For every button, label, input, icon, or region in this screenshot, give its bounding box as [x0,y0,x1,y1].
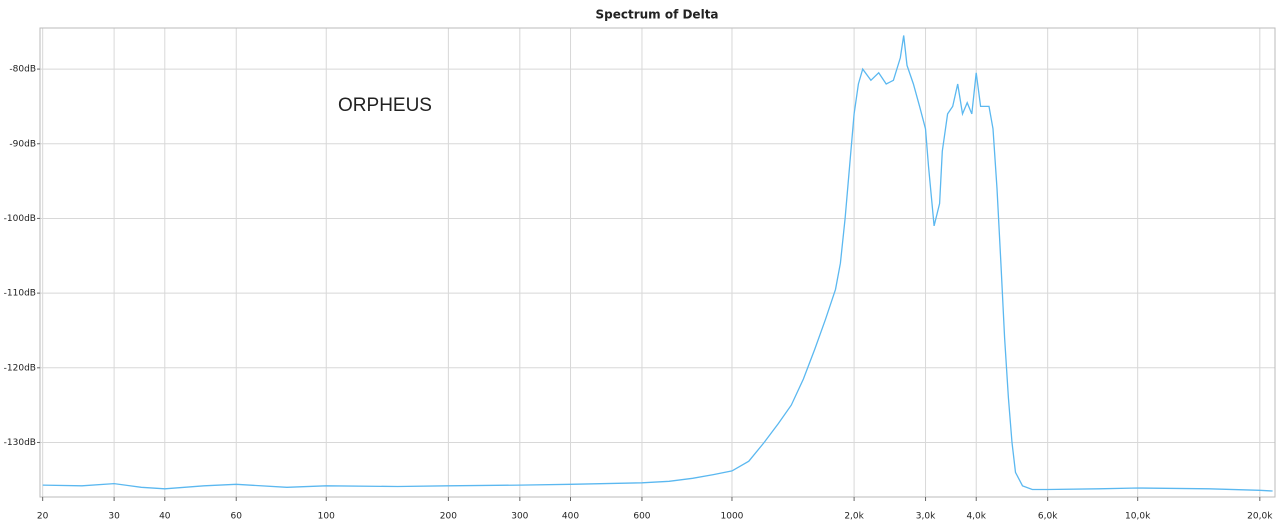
x-tick-label: 600 [633,512,650,522]
chart-title: Spectrum of Delta [595,8,718,22]
x-tick-label: 1000 [721,512,744,522]
y-tick-label: -130dB [4,438,36,448]
x-tick-label: 4,0k [966,512,986,522]
x-tick-label: 6,0k [1038,512,1058,522]
y-tick-label: -100dB [4,214,36,224]
y-tick-label: -120dB [4,363,36,373]
x-tick-label: 30 [108,512,120,522]
x-tick-label: 60 [231,512,243,522]
x-tick-label: 400 [562,512,579,522]
x-tick-label: 100 [318,512,335,522]
x-tick-label: 20,0k [1247,512,1273,522]
x-tick-label: 300 [511,512,528,522]
x-tick-label: 10,0k [1125,512,1151,522]
spectrum-line [42,35,1273,492]
x-tick-label: 20 [37,512,49,522]
y-tick-label: -90dB [9,139,36,149]
x-tick-label: 2,0k [844,512,864,522]
plot-frame [39,27,1276,498]
annotation: ORPHEUS [338,95,432,116]
x-tick-label: 3,0k [916,512,936,522]
y-tick-label: -80dB [9,65,36,75]
y-tick-label: -110dB [4,289,36,299]
x-tick-label: 200 [440,512,457,522]
x-tick-label: 40 [159,512,171,522]
